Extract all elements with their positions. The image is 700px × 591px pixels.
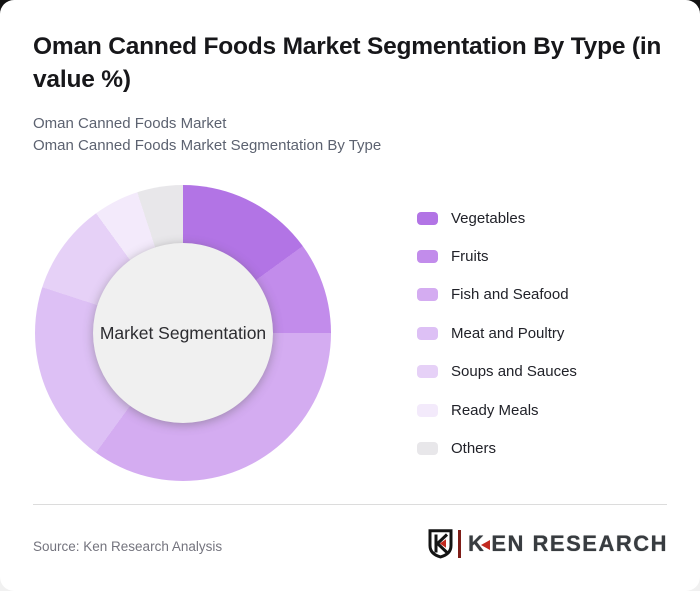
source-note: Source: Ken Research Analysis [33, 539, 223, 554]
logo-text: K EN RESEARCH [468, 531, 668, 557]
legend-label-fruits: Fruits [451, 248, 489, 266]
ken-research-logo: K EN RESEARCH [428, 528, 668, 560]
legend-item-others: Others [417, 429, 577, 467]
chart-legend: Vegetables Fruits Fish and Seafood Meat … [417, 199, 577, 468]
footer-divider [33, 504, 667, 505]
legend-item-fish-and-seafood: Fish and Seafood [417, 276, 577, 314]
subtitle-line-1: Oman Canned Foods Market [33, 115, 227, 132]
legend-swatch-fish-and-seafood [417, 288, 438, 302]
legend-swatch-fruits [417, 250, 438, 264]
legend-swatch-meat-and-poultry [417, 326, 438, 340]
legend-swatch-soups-and-sauces [417, 365, 438, 379]
logo-text-rest: EN RESEARCH [491, 531, 668, 556]
chart-subtitle: Oman Canned Foods Market Oman Canned Foo… [33, 113, 381, 156]
page-title: Oman Canned Foods Market Segmentation By… [33, 33, 662, 93]
legend-item-meat-and-poultry: Meat and Poultry [417, 314, 577, 352]
legend-item-ready-meals: Ready Meals [417, 391, 577, 429]
legend-swatch-vegetables [417, 211, 438, 225]
legend-label-meat-and-poultry: Meat and Poultry [451, 324, 565, 342]
logo-separator [458, 530, 461, 558]
donut-center: Market Segmentation [93, 243, 273, 423]
logo-red-triangle-icon [481, 540, 491, 550]
logo-letter-k: K [467, 531, 486, 556]
ken-research-shield-icon [428, 529, 453, 559]
legend-item-soups-and-sauces: Soups and Sauces [417, 353, 577, 391]
legend-swatch-ready-meals [417, 403, 438, 417]
legend-label-fish-and-seafood: Fish and Seafood [451, 286, 569, 304]
legend-label-ready-meals: Ready Meals [451, 401, 539, 419]
legend-label-soups-and-sauces: Soups and Sauces [451, 363, 577, 381]
legend-label-others: Others [451, 440, 497, 458]
legend-swatch-others [417, 442, 438, 456]
legend-item-vegetables: Vegetables [417, 199, 577, 237]
donut-center-label: Market Segmentation [99, 322, 267, 343]
donut-chart: Market Segmentation [35, 185, 331, 481]
subtitle-line-2: Oman Canned Foods Market Segmentation By… [33, 136, 382, 154]
legend-item-fruits: Fruits [417, 237, 577, 275]
legend-label-vegetables: Vegetables [451, 209, 526, 227]
